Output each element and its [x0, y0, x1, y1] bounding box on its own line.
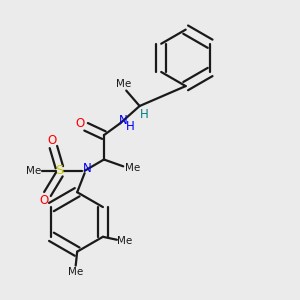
Text: Me: Me [117, 236, 132, 246]
Text: S: S [55, 164, 64, 177]
Text: H: H [140, 108, 148, 122]
Text: Me: Me [116, 79, 131, 89]
Text: H: H [126, 120, 135, 133]
Text: N: N [119, 114, 128, 128]
Text: O: O [40, 194, 49, 207]
Text: Me: Me [68, 267, 83, 277]
Text: O: O [47, 134, 56, 147]
Text: Me: Me [26, 166, 42, 176]
Text: O: O [75, 117, 84, 130]
Text: N: N [83, 162, 92, 175]
Text: Me: Me [125, 163, 140, 172]
